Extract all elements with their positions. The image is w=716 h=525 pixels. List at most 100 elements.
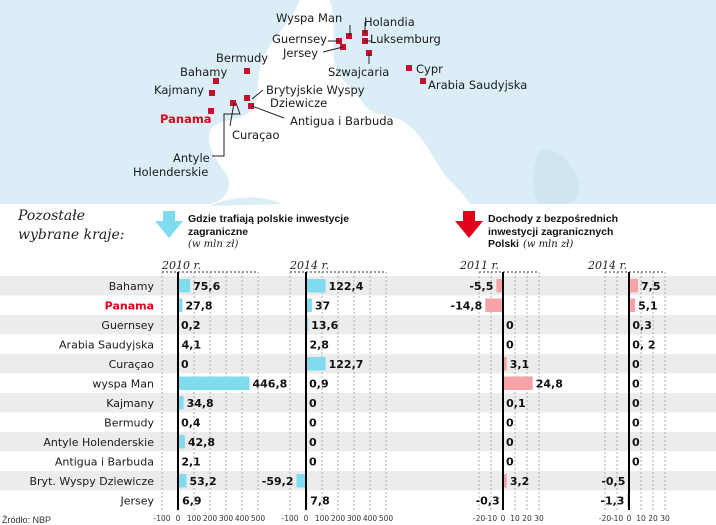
map-label: Guernsey (272, 32, 327, 46)
map-label: Bahamy (180, 65, 227, 79)
map-labels: Wyspa Man Holandia Guernsey Luksemburg J… (133, 11, 527, 179)
panel-invest-1: 2014 r. -100 0 100 200 300 400 500 122,4 37 13,6 2,… (262, 259, 394, 523)
category-label: Bermudy (104, 417, 154, 430)
value-label: 446,8 (252, 378, 287, 391)
category-label: Bahamy (109, 280, 155, 293)
map-label: Dziewicze (270, 96, 327, 110)
value-label: 0,4 (181, 417, 201, 430)
legend-income-title: inwestycji zagranicznych (488, 226, 613, 238)
tick-label: 10 (636, 514, 646, 523)
value-label: 34,8 (187, 397, 214, 410)
bar (178, 376, 250, 390)
value-label: 0 (181, 358, 189, 371)
legend-income-title: Dochody z bezpośrednich (488, 213, 618, 225)
map-label: Brytyjskie Wyspy (266, 83, 365, 97)
bar (503, 474, 507, 488)
legend-income-title-strong: Polski (488, 238, 519, 250)
value-label: 0,9 (309, 378, 329, 391)
legend-invest-title: Gdzie trafiają polskie inwestycje (188, 213, 349, 225)
value-label: 0 (632, 417, 640, 430)
marker-arabia (420, 78, 426, 84)
value-label: 75,6 (193, 280, 220, 293)
map-label: Antyle (173, 151, 210, 165)
marker-cypr (406, 65, 412, 71)
value-label: 0 (632, 397, 640, 410)
value-label: 0 (309, 397, 317, 410)
panel-income-3: 2014 r.-20 -10 0 10 20 307,55,10,30, 2000000-… (587, 259, 670, 523)
bar (503, 357, 507, 371)
value-label: 3,1 (510, 358, 529, 371)
value-label: 27,8 (185, 300, 212, 313)
value-label: 0 (632, 456, 640, 469)
value-label: -0,3 (476, 495, 500, 508)
chart-panels: 2010 r.-100 0 100 200 300 400 50075,627,80,24,… (153, 259, 670, 523)
value-label: 6,9 (182, 495, 202, 508)
category-label: Antyle Holenderskie (43, 436, 154, 449)
world-map (0, 0, 716, 206)
tick-label: -100 (281, 514, 298, 523)
year-label: 2010 r. (161, 259, 201, 272)
tick-label: 10 (510, 514, 520, 523)
tick-label: 500 (379, 514, 394, 523)
tick-label: -10 (611, 514, 623, 523)
bar (178, 298, 183, 312)
map-label: Antigua i Barbuda (290, 114, 394, 128)
side-title: wybrane kraje: (18, 227, 125, 243)
value-label: 24,8 (536, 378, 563, 391)
tick-label: 0 (304, 514, 309, 523)
category-label: Antigua i Barbuda (55, 456, 154, 469)
legend-invest-title: zagraniczne (188, 226, 248, 238)
value-label: 0,1 (506, 397, 526, 410)
value-label: -5,5 (469, 280, 493, 293)
tick-label: 300 (347, 514, 362, 523)
category-label: Curaçao (109, 358, 155, 371)
tick-label: -20 (473, 514, 485, 523)
value-label: 7,5 (641, 280, 661, 293)
bar (496, 279, 503, 293)
value-label: 0,2 (181, 319, 201, 332)
tick-label: 200 (203, 514, 218, 523)
marker-bermudy (244, 68, 250, 74)
bar (306, 357, 326, 371)
tick-label: 200 (331, 514, 346, 523)
marker-antigua (248, 103, 254, 109)
tick-label: 0 (627, 514, 632, 523)
tick-label: -10 (485, 514, 497, 523)
bar (306, 279, 326, 293)
marker-panama (208, 108, 214, 114)
marker-curacao (230, 100, 236, 106)
year-label: 2014 r. (289, 259, 329, 272)
map-leaders (212, 22, 372, 157)
value-label: 3,2 (510, 475, 529, 488)
bar (178, 474, 187, 488)
value-label: 5,1 (638, 300, 658, 313)
marker-wyspa-man (346, 33, 352, 39)
map-label: Panama (160, 112, 212, 126)
map-label: Szwajcaria (328, 65, 389, 79)
value-label: 0 (309, 417, 317, 430)
footer-source: Źródło: NBP (2, 515, 51, 525)
category-label: Kajmany (106, 397, 154, 410)
value-label: -14,8 (451, 300, 483, 313)
value-label: 13,6 (311, 319, 338, 332)
value-label: 2,1 (181, 456, 201, 469)
value-label: 0 (506, 339, 514, 352)
tick-label: 20 (522, 514, 532, 523)
bar (485, 298, 503, 312)
value-label: 0 (632, 358, 640, 371)
category-label: Jersey (119, 495, 154, 508)
marker-bahamy (213, 78, 219, 84)
value-label: 0, 2 (632, 339, 655, 352)
tick-label: 30 (534, 514, 544, 523)
tick-label: 0 (501, 514, 506, 523)
tick-label: 0 (176, 514, 181, 523)
value-label: 53,2 (190, 475, 217, 488)
tick-label: 500 (251, 514, 266, 523)
value-label: 0 (506, 436, 514, 449)
value-label: 2,8 (309, 339, 329, 352)
value-label: -1,3 (600, 495, 624, 508)
tick-label: 400 (235, 514, 250, 523)
panel-income-2: 2011 r. -20 -10 0 10 20 30 -5,5 -14,8 0 0 3,1 24,8 0,… (451, 259, 563, 523)
category-label: Guernsey (101, 319, 154, 332)
